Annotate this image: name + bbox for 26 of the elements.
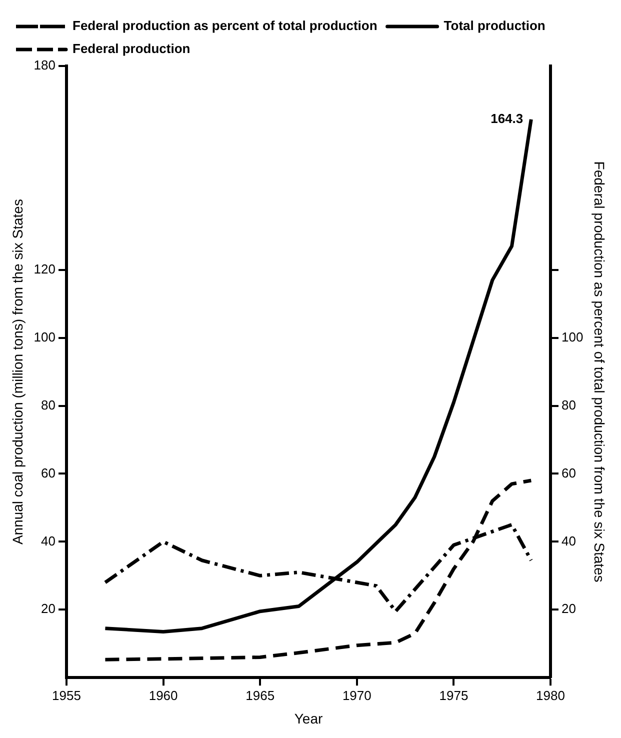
x-tick-label: 1955 xyxy=(52,688,81,703)
legend-label: Federal production xyxy=(72,41,190,56)
x-tick-label: 1960 xyxy=(148,688,178,703)
annotation: 164.3 xyxy=(490,110,524,126)
legend-label: Total production xyxy=(444,18,546,34)
x-tick-label: 1965 xyxy=(246,688,275,703)
y-tick-label: 60 xyxy=(41,465,56,480)
y-tick-label: 80 xyxy=(41,397,56,412)
y2-tick-label: 40 xyxy=(562,533,576,548)
y2-tick-label: 100 xyxy=(562,329,584,344)
y2-tick-label: 80 xyxy=(562,397,576,412)
y-tick-label: 120 xyxy=(34,261,56,276)
y2-tick-label: 60 xyxy=(562,465,576,480)
y-tick-label: 100 xyxy=(34,329,56,344)
line-series xyxy=(103,478,533,662)
y-tick-label: 40 xyxy=(41,533,56,548)
x-tick-label: 1980 xyxy=(536,688,565,703)
x-axis-title: Year xyxy=(294,710,323,726)
x-tick-label: 1975 xyxy=(439,688,468,703)
legend-label: Federal production as percent of total production xyxy=(72,18,378,34)
y-tick-label: 20 xyxy=(41,601,56,616)
y2-axis-title: Federal production as percent of total production from the six States xyxy=(592,161,608,582)
x-tick-label: 1970 xyxy=(342,688,372,703)
y2-tick-label: 20 xyxy=(562,601,576,616)
y-axis-title: Annual coal production (million tons) from the six States xyxy=(9,199,26,545)
y-tick-label: 180 xyxy=(34,58,56,73)
